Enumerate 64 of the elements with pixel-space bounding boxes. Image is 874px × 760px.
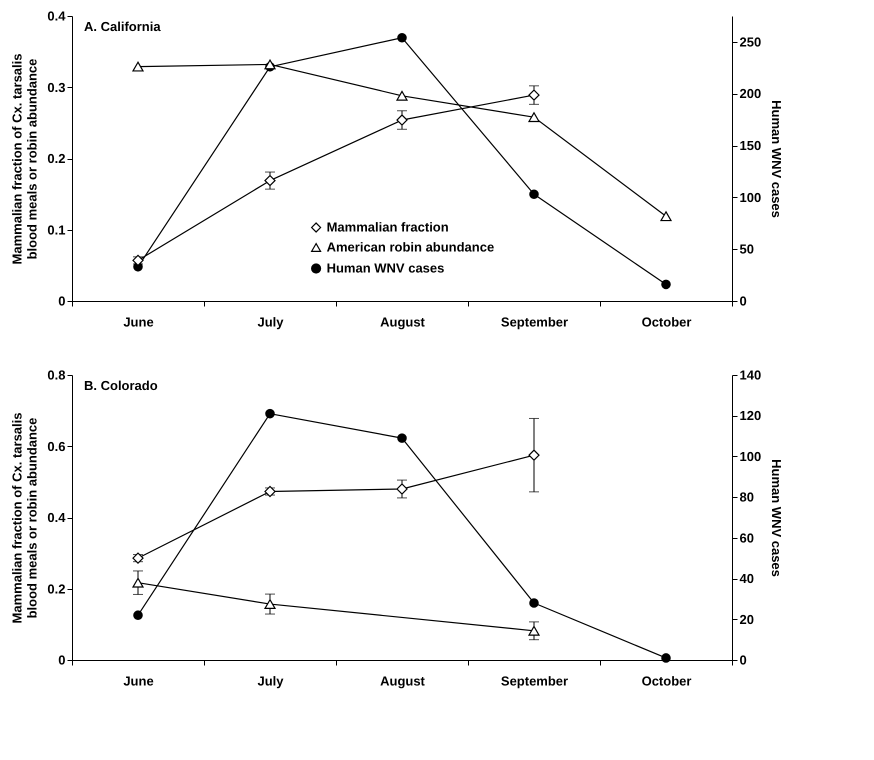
legend-label: Human WNV cases bbox=[326, 260, 444, 276]
y2-tick-label: 200 bbox=[740, 86, 762, 102]
x-tick-label: July bbox=[257, 674, 284, 688]
point bbox=[528, 626, 540, 636]
y2-tick-label: 0 bbox=[740, 652, 747, 668]
y2-axis-title: Human WNV cases bbox=[769, 459, 784, 577]
point bbox=[529, 598, 539, 608]
point bbox=[133, 610, 143, 620]
y2-tick-label: 140 bbox=[740, 368, 762, 382]
point bbox=[397, 433, 407, 443]
y2-tick-label: 150 bbox=[740, 138, 762, 154]
point bbox=[396, 90, 408, 101]
y2-tick-label: 100 bbox=[740, 190, 762, 205]
y2-tick-label: 20 bbox=[740, 612, 754, 627]
point bbox=[265, 408, 275, 418]
y2-axis-title: Human WNV cases bbox=[769, 100, 784, 218]
y2-tick-label: 100 bbox=[740, 448, 762, 464]
y-tick-label: 0.2 bbox=[47, 151, 66, 166]
point bbox=[396, 483, 408, 495]
legend-label: American robin abundance bbox=[326, 240, 494, 254]
y-tick-label: 0.4 bbox=[47, 8, 66, 24]
x-tick-label: August bbox=[380, 314, 426, 330]
point bbox=[264, 174, 276, 186]
y2-tick-label: 0 bbox=[740, 294, 747, 308]
point bbox=[528, 450, 540, 461]
y2-tick-label: 40 bbox=[740, 571, 754, 586]
point bbox=[660, 211, 672, 222]
x-tick-label: September bbox=[500, 674, 568, 688]
y-axis-title: Mammalian fraction of Cx. tarsalis blood meals or robin abundance bbox=[9, 412, 40, 624]
y-tick-label: 0.3 bbox=[47, 80, 66, 95]
point bbox=[132, 62, 144, 72]
y2-tick-label: 60 bbox=[740, 530, 754, 546]
y-tick-label: 0 bbox=[58, 652, 66, 668]
y-tick-label: 0.6 bbox=[47, 438, 66, 454]
y-tick-label: 0.8 bbox=[47, 368, 66, 382]
point bbox=[528, 89, 540, 101]
y-tick-label: 0.4 bbox=[47, 510, 66, 525]
y-axis-title: Mammalian fraction of Cx. tarsalis blood meals or robin abundance bbox=[9, 54, 40, 264]
point bbox=[264, 60, 276, 70]
chart-title: B. Colorado bbox=[84, 378, 158, 393]
point bbox=[397, 32, 407, 43]
x-tick-label: June bbox=[123, 314, 154, 330]
y2-tick-label: 250 bbox=[740, 34, 762, 50]
point bbox=[264, 599, 276, 609]
point bbox=[661, 653, 671, 663]
y-tick-label: 0.1 bbox=[47, 222, 66, 238]
x-tick-label: August bbox=[380, 674, 426, 688]
y-tick-label: 0.2 bbox=[47, 581, 66, 596]
point bbox=[132, 578, 144, 588]
point bbox=[396, 114, 408, 126]
y-tick-label: 0 bbox=[58, 294, 66, 308]
y2-tick-label: 50 bbox=[740, 242, 754, 257]
y2-tick-label: 80 bbox=[740, 490, 754, 505]
x-tick-label: June bbox=[123, 674, 154, 688]
point bbox=[528, 112, 540, 122]
x-tick-label: October bbox=[642, 314, 692, 330]
point bbox=[529, 189, 539, 200]
x-tick-label: September bbox=[500, 314, 568, 330]
x-tick-label: July bbox=[257, 314, 284, 330]
legend-label: Mammalian fraction bbox=[326, 220, 449, 234]
x-tick-label: October bbox=[642, 674, 692, 688]
y2-tick-label: 120 bbox=[740, 408, 762, 424]
point bbox=[661, 280, 671, 290]
chart-title: A. California bbox=[84, 19, 162, 34]
